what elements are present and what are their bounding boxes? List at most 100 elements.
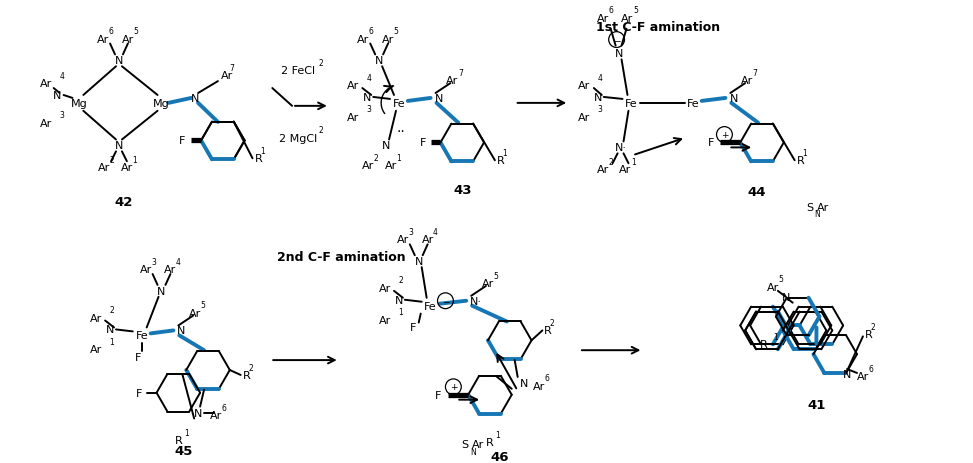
Text: 45: 45 (174, 444, 193, 457)
Text: Fe: Fe (135, 331, 148, 341)
Text: Fe: Fe (687, 99, 699, 109)
Text: 1: 1 (774, 332, 778, 341)
Text: N: N (520, 378, 528, 388)
Text: F: F (410, 323, 416, 333)
Text: 4: 4 (176, 257, 181, 266)
Text: 2: 2 (248, 363, 253, 372)
Text: R: R (174, 435, 182, 445)
Text: R: R (497, 156, 505, 166)
Text: N: N (394, 295, 403, 305)
Text: Ar: Ar (596, 14, 609, 24)
Text: N: N (363, 93, 372, 103)
Text: Ar: Ar (533, 381, 546, 391)
Text: Ar: Ar (122, 35, 134, 44)
Text: Ar: Ar (362, 161, 375, 171)
Text: S: S (806, 202, 813, 213)
Text: 3: 3 (409, 227, 414, 237)
Text: Ar: Ar (97, 35, 109, 44)
Text: Ar: Ar (121, 163, 133, 173)
Text: 2: 2 (318, 59, 323, 68)
Text: 3: 3 (59, 111, 64, 120)
Text: Ar: Ar (40, 79, 52, 89)
Text: Ar: Ar (357, 35, 370, 44)
Text: 7: 7 (230, 63, 234, 73)
Text: N·: N· (615, 143, 627, 153)
Text: 1: 1 (502, 149, 507, 157)
Text: −: − (613, 36, 621, 45)
Text: N: N (115, 141, 124, 151)
Text: Fe: Fe (393, 99, 406, 109)
Text: 4: 4 (59, 71, 64, 81)
Text: Ar: Ar (382, 35, 394, 44)
Text: N: N (381, 141, 390, 151)
Text: Mg: Mg (153, 99, 170, 109)
Text: Ar: Ar (421, 235, 434, 245)
Text: 2: 2 (110, 306, 115, 314)
Text: 5: 5 (393, 27, 398, 36)
Text: Ar: Ar (378, 315, 391, 325)
Text: 6: 6 (369, 27, 374, 36)
Text: Ar: Ar (622, 14, 633, 24)
Text: 1: 1 (132, 156, 137, 164)
Text: −: − (442, 297, 450, 306)
Text: 44: 44 (748, 186, 767, 199)
Text: Ar: Ar (378, 283, 391, 293)
Text: 2: 2 (374, 153, 378, 163)
Text: Ar: Ar (40, 119, 52, 128)
Text: Ar: Ar (578, 81, 590, 91)
Text: Ar: Ar (741, 76, 753, 86)
Text: N·: N· (470, 296, 483, 306)
Text: 3: 3 (151, 257, 156, 266)
Text: 2: 2 (318, 126, 323, 135)
Text: R: R (544, 325, 552, 336)
Text: 6: 6 (109, 27, 114, 36)
Text: 2nd C-F amination: 2nd C-F amination (277, 250, 406, 263)
Text: 5: 5 (133, 27, 138, 36)
Text: 1: 1 (260, 147, 265, 156)
Text: N: N (814, 210, 820, 219)
Text: 5: 5 (200, 300, 205, 310)
Text: Ar: Ar (139, 264, 152, 275)
Text: N: N (54, 91, 61, 101)
Text: N: N (594, 93, 601, 103)
Text: 4: 4 (433, 227, 438, 237)
Text: F: F (135, 388, 142, 398)
Text: Ar: Ar (578, 113, 590, 122)
Text: N: N (115, 56, 124, 66)
Text: Ar: Ar (347, 81, 359, 91)
Text: +: + (450, 382, 457, 391)
Text: Ar: Ar (189, 308, 201, 318)
Text: 4: 4 (367, 74, 372, 82)
Text: 2: 2 (608, 157, 613, 166)
Text: Ar: Ar (347, 113, 359, 122)
Text: Ar: Ar (98, 163, 110, 173)
Text: 7: 7 (753, 69, 758, 77)
Text: 43: 43 (453, 184, 472, 197)
Text: Ar: Ar (767, 282, 779, 292)
Text: Ar: Ar (857, 371, 869, 381)
Text: 1: 1 (110, 337, 115, 346)
Text: N: N (781, 292, 790, 302)
Text: N: N (177, 325, 186, 336)
Text: N: N (375, 56, 383, 66)
Text: N: N (106, 325, 114, 335)
Text: Mg: Mg (71, 99, 88, 109)
Text: 5: 5 (633, 6, 638, 15)
Text: F: F (435, 390, 442, 400)
Text: S: S (461, 439, 469, 449)
Text: F: F (419, 138, 426, 148)
Text: R: R (255, 154, 263, 164)
Text: Ar: Ar (90, 344, 102, 355)
Text: 6: 6 (222, 403, 227, 412)
Text: N: N (614, 49, 623, 59)
Text: 1: 1 (495, 430, 500, 439)
Text: N: N (470, 447, 476, 456)
Text: +: + (721, 131, 728, 140)
Text: 3: 3 (367, 105, 372, 114)
Text: 1: 1 (397, 153, 401, 163)
Text: Ar: Ar (221, 71, 234, 81)
Text: Ar: Ar (385, 161, 397, 171)
Text: N: N (158, 286, 165, 296)
Text: 2: 2 (871, 322, 875, 331)
Text: Ar: Ar (817, 202, 830, 213)
